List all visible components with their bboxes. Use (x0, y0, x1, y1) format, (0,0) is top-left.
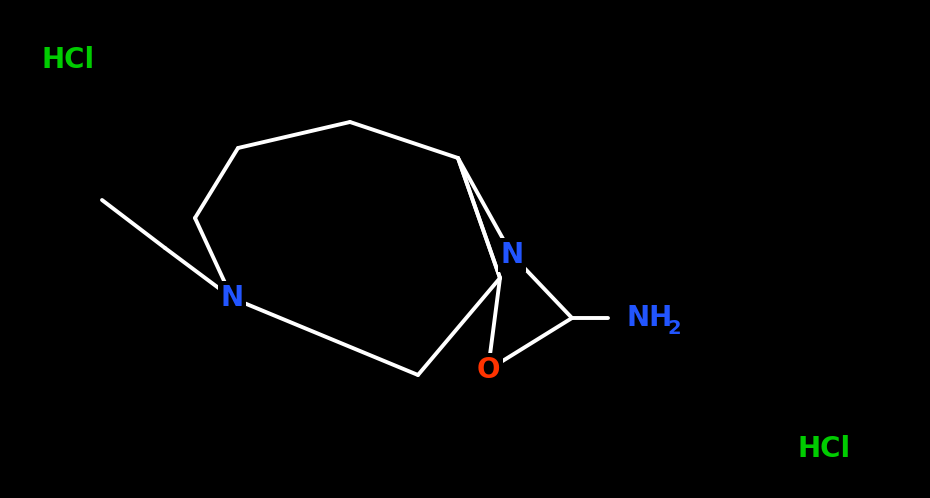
Text: 2: 2 (668, 319, 681, 339)
Text: N: N (500, 241, 524, 269)
Text: O: O (476, 356, 499, 384)
Text: HCl: HCl (42, 46, 95, 74)
Text: NH: NH (627, 304, 673, 332)
Text: N: N (220, 284, 244, 312)
Text: HCl: HCl (798, 435, 851, 463)
